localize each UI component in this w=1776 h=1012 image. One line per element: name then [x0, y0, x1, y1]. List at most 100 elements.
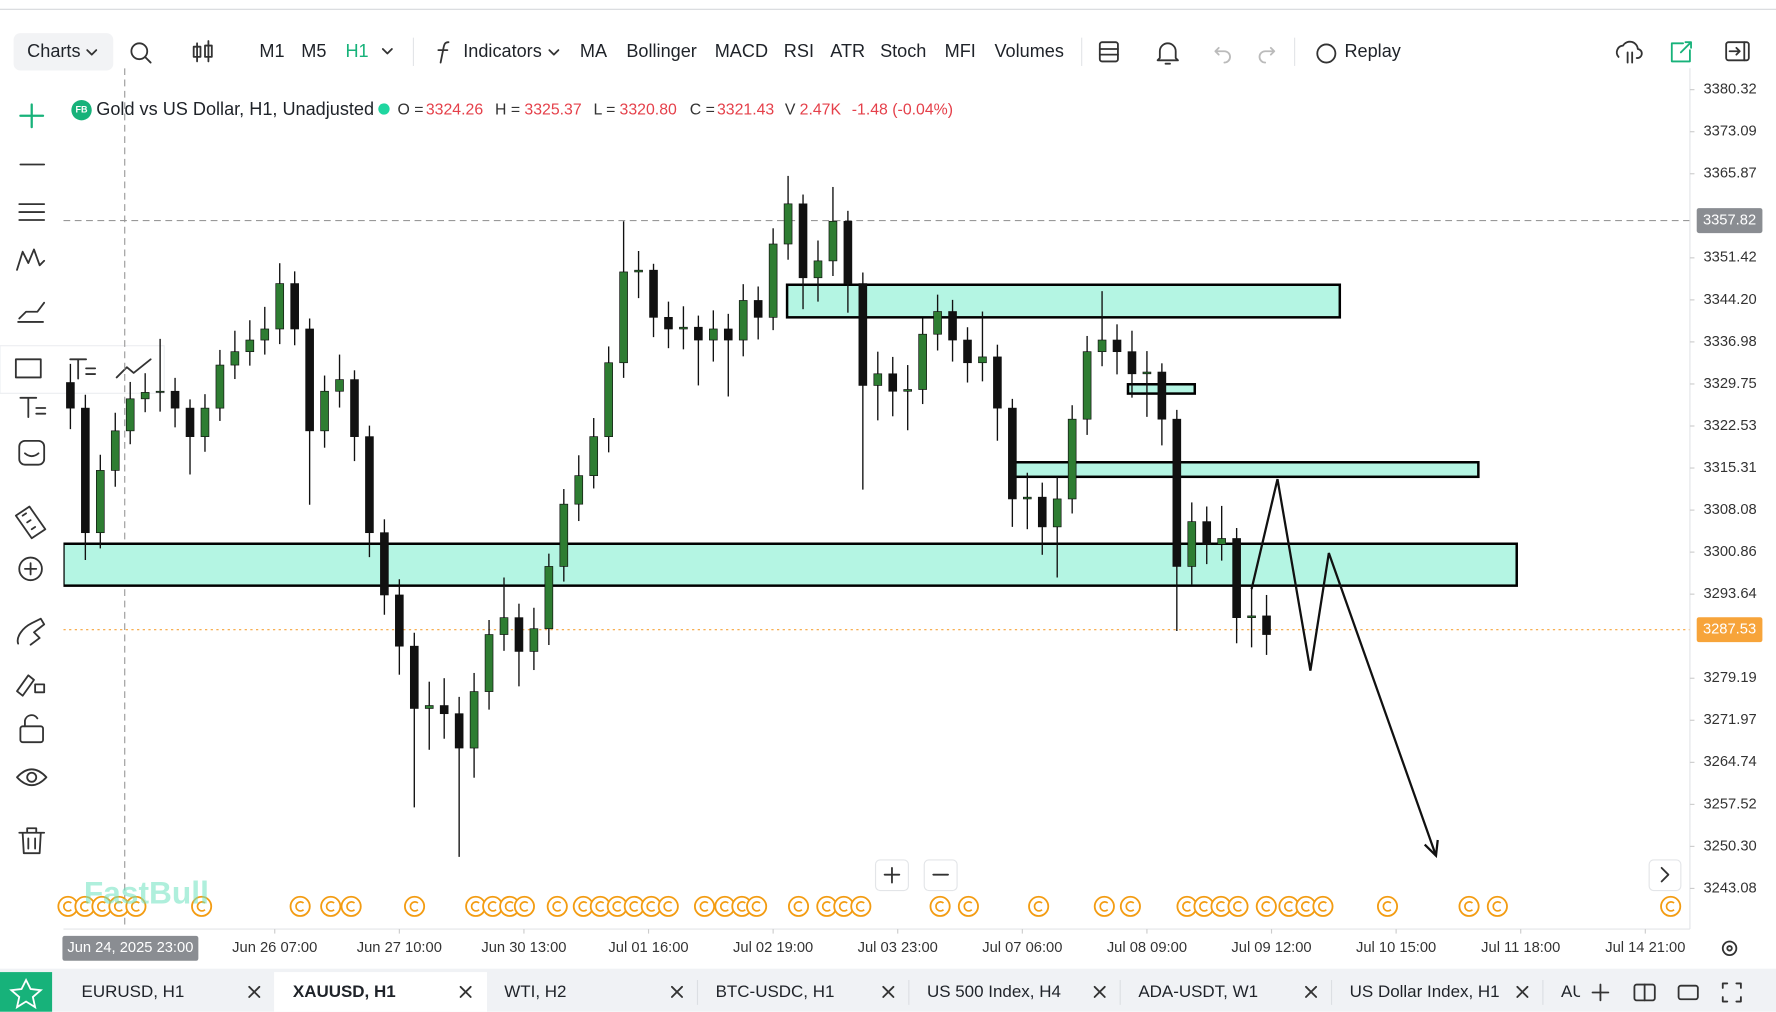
event-icon — [850, 895, 872, 917]
search-icon[interactable] — [130, 42, 149, 61]
event-icon-glyph — [1099, 901, 1109, 912]
candle-body — [918, 333, 927, 390]
chevron — [548, 49, 560, 56]
ruler-tool[interactable] — [14, 505, 47, 540]
alert-icon[interactable] — [1156, 42, 1179, 65]
tab-label[interactable]: AU — [1561, 982, 1585, 1001]
forecast-arrowhead — [1423, 839, 1439, 859]
interval[interactable]: M1 — [259, 41, 284, 61]
candle-body — [604, 362, 613, 437]
layout-icon[interactable] — [1098, 41, 1119, 63]
event-icon-glyph — [1182, 901, 1191, 912]
magnet-tool[interactable] — [16, 617, 46, 646]
tab-close[interactable] — [1516, 985, 1529, 998]
ohlc-label: H = — [495, 101, 520, 118]
interval[interactable]: M5 — [301, 41, 326, 61]
chevron[interactable] — [381, 48, 393, 55]
path-tool[interactable] — [115, 358, 152, 379]
add-tab-icon[interactable] — [1591, 983, 1610, 1002]
study[interactable]: MACD — [715, 41, 768, 61]
delete-tool[interactable] — [18, 827, 46, 855]
scroll-right-button[interactable] — [1648, 859, 1682, 892]
zoom-tool[interactable] — [18, 556, 43, 582]
candle-body — [1172, 418, 1182, 567]
redo-icon[interactable] — [1258, 46, 1276, 64]
study[interactable]: Stoch — [880, 41, 926, 61]
text-tool[interactable] — [19, 396, 47, 418]
event-icon-glyph — [1665, 901, 1675, 912]
cloud-icon[interactable] — [1615, 40, 1643, 64]
popout-icon[interactable] — [1670, 41, 1692, 63]
tab-label[interactable]: EURUSD, H1 — [82, 982, 185, 1001]
text-tool[interactable] — [69, 358, 97, 380]
last-price-badge — [1696, 617, 1763, 643]
study[interactable]: MFI — [945, 41, 976, 61]
study[interactable]: Volumes — [994, 41, 1063, 61]
event-icon-glyph — [1492, 901, 1502, 912]
replay[interactable]: Replay — [1344, 41, 1401, 61]
x-tick-label: Jul 11 18:00 — [1481, 940, 1560, 956]
interval-active[interactable]: H1 — [345, 41, 368, 61]
axes: 3380.32 3373.09 3365.87 3351.42 3344.20 3336.… — [62, 82, 1763, 961]
fullscreen-icon[interactable] — [1721, 982, 1742, 1003]
study[interactable]: ATR — [830, 41, 865, 61]
tab-close[interactable] — [670, 985, 683, 998]
tab-close[interactable] — [1305, 985, 1318, 998]
study[interactable]: MA — [580, 41, 608, 61]
emoji-tool[interactable] — [18, 439, 46, 466]
lock-draw-tool[interactable] — [16, 674, 46, 697]
y-tick-label: 3243.08 — [1704, 880, 1757, 896]
fx-icon — [437, 41, 450, 64]
study[interactable]: RSI — [784, 41, 814, 61]
event-icon-glyph — [519, 901, 529, 912]
event-icon-glyph — [325, 901, 335, 912]
zoom-plus — [24, 562, 38, 576]
candle-body — [1037, 496, 1047, 528]
tab-close[interactable] — [459, 985, 472, 998]
replay-icon[interactable] — [1316, 43, 1337, 64]
fib-tool[interactable] — [17, 301, 46, 323]
chart-type-icon[interactable] — [192, 40, 213, 63]
rect-tool[interactable] — [14, 358, 42, 379]
event-icon — [404, 895, 426, 917]
tab-close[interactable] — [1093, 985, 1106, 998]
event-icon — [1028, 895, 1050, 917]
candle-body — [200, 407, 210, 437]
charts-button[interactable] — [13, 33, 114, 71]
lock-tool[interactable] — [19, 725, 44, 744]
event-icon-glyph — [504, 901, 514, 912]
candle-body — [215, 364, 225, 409]
change-value: -1.48 (-0.04%) — [852, 101, 953, 118]
status-dot — [378, 103, 390, 115]
tab-label[interactable]: US 500 Index, H4 — [927, 982, 1061, 1001]
tab-close[interactable] — [248, 985, 261, 998]
ohlc-label: L = — [594, 101, 616, 118]
y-tick-label: 3373.09 — [1704, 124, 1757, 140]
tab-label[interactable]: ADA-USDT, W1 — [1138, 982, 1258, 1001]
study[interactable]: Bollinger — [626, 41, 696, 61]
panel-icon[interactable] — [1725, 41, 1750, 62]
event-icon-glyph — [612, 901, 622, 912]
eye-tool[interactable] — [16, 768, 48, 787]
candle-body — [544, 566, 554, 630]
pattern-tool[interactable] — [16, 248, 46, 271]
tab-label[interactable]: BTC-USDC, H1 — [716, 982, 835, 1001]
charts-label[interactable]: Charts — [27, 41, 80, 61]
tab-label-active[interactable]: XAUUSD, H1 — [293, 982, 396, 1001]
window-icon[interactable] — [1677, 984, 1699, 1001]
candle-body — [1008, 407, 1017, 500]
event-icon-glyph — [821, 901, 831, 912]
event-icon-glyph — [963, 901, 973, 912]
lock-shackle — [24, 714, 39, 728]
undo-icon[interactable] — [1214, 46, 1231, 64]
tab-label[interactable]: WTI, H2 — [504, 982, 566, 1001]
indicators[interactable]: Indicators — [463, 41, 542, 61]
tab-close[interactable] — [882, 985, 895, 998]
crosshair-tool[interactable] — [19, 103, 45, 129]
x-tick-label: Jul 09 12:00 — [1231, 940, 1311, 956]
channel-tool[interactable] — [18, 203, 46, 221]
settings-icon[interactable] — [1721, 940, 1738, 957]
tab-label[interactable]: US Dollar Index, H1 — [1350, 982, 1500, 1001]
candle-body — [395, 594, 404, 647]
